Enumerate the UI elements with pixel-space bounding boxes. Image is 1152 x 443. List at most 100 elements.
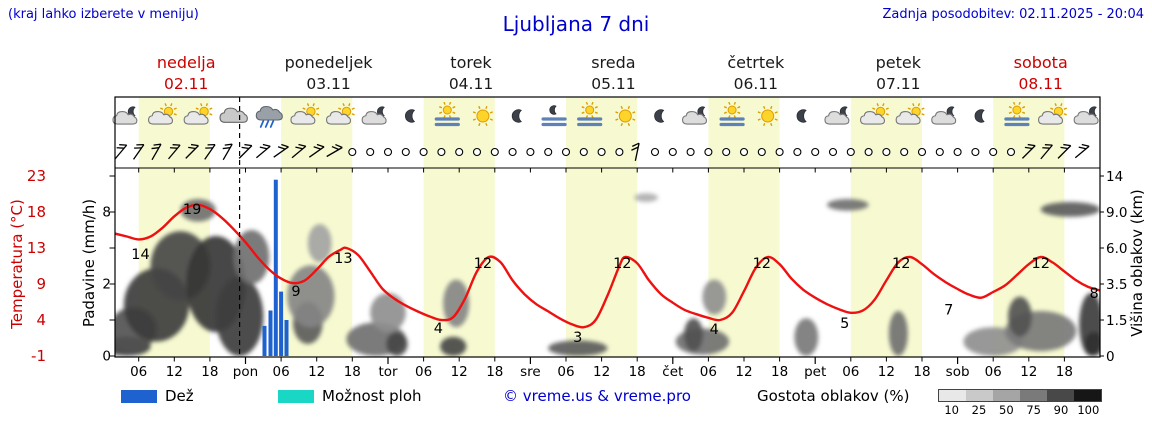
hour-label: 18 bbox=[486, 364, 503, 380]
rain-bar bbox=[284, 320, 289, 356]
wind-barb bbox=[326, 143, 343, 158]
rain-legend-label: Dež bbox=[165, 387, 194, 405]
svg-text:4: 4 bbox=[434, 321, 443, 337]
weather-icon-fog-sun bbox=[1004, 101, 1030, 127]
day-date: 04.11 bbox=[449, 75, 493, 93]
cloud-blob bbox=[548, 340, 608, 357]
svg-text:0: 0 bbox=[102, 349, 111, 365]
cloud-blob bbox=[634, 193, 658, 202]
wind-barb bbox=[291, 143, 307, 159]
weather-icon-sun bbox=[757, 105, 778, 127]
density-segment bbox=[1047, 390, 1074, 401]
weather-icon-moon-cloud bbox=[1073, 106, 1099, 125]
svg-text:12: 12 bbox=[474, 256, 492, 272]
bottom-axis: 06 12 18 pon 06 12 18 tor 06 12 18 sre 06 12 18 čet 06 12… bbox=[130, 357, 1073, 380]
copyright: © vreme.us & vreme.pro bbox=[503, 387, 691, 405]
precip-bars bbox=[262, 179, 289, 356]
rain-bar bbox=[273, 179, 278, 356]
cloud-blob bbox=[233, 230, 270, 284]
plot-frame bbox=[114, 96, 1101, 358]
day-date: 02.11 bbox=[164, 75, 208, 93]
weather-icon-sun bbox=[472, 105, 493, 127]
hour-label: 18 bbox=[629, 364, 646, 380]
svg-text:23: 23 bbox=[27, 167, 46, 185]
wind-calm-circle bbox=[757, 147, 766, 157]
svg-text:12: 12 bbox=[613, 256, 631, 272]
hour-label: 18 bbox=[344, 364, 361, 380]
wind-calm-circle bbox=[401, 147, 410, 157]
wind-calm-circle bbox=[490, 147, 499, 157]
weather-icon-sun-cloud bbox=[1037, 103, 1067, 125]
hour-label: 06 bbox=[985, 364, 1002, 380]
wind-calm-circle bbox=[650, 147, 660, 157]
wind-barb bbox=[168, 144, 181, 160]
wind-calm-circle bbox=[561, 147, 571, 157]
wind-calm-circle bbox=[455, 147, 464, 157]
svg-text:1.5: 1.5 bbox=[1106, 313, 1127, 329]
wind-calm-circle bbox=[686, 147, 695, 157]
weather-icon-moon-cloud bbox=[681, 106, 708, 125]
svg-text:13: 13 bbox=[334, 251, 352, 267]
wind-barb bbox=[185, 143, 199, 159]
wind-calm-circle bbox=[882, 147, 891, 157]
day-name: nedelja bbox=[157, 53, 216, 72]
day-date: 06.11 bbox=[734, 75, 778, 93]
svg-text:3.5: 3.5 bbox=[1106, 277, 1127, 293]
day-date: 08.11 bbox=[1019, 75, 1063, 93]
density-tick-label: 50 bbox=[999, 403, 1014, 417]
wind-barb bbox=[255, 143, 271, 159]
wind-calm-circle bbox=[828, 147, 838, 157]
day-name: sobota bbox=[1014, 53, 1068, 72]
wind-barb bbox=[308, 143, 325, 158]
weather-icon-sun-cloud bbox=[290, 103, 320, 125]
wind-barb bbox=[273, 143, 289, 158]
wind-calm-circle bbox=[739, 147, 749, 157]
wind-calm-circle bbox=[508, 147, 517, 157]
day-name: torek bbox=[450, 53, 492, 72]
wind-calm-circle bbox=[900, 147, 909, 157]
day-abbrev: pon bbox=[233, 364, 258, 380]
day-headers: nedelja 02.11 ponedeljek 03.11 torek 04.11 sre… bbox=[157, 53, 1068, 93]
weather-icon-fog-sun bbox=[719, 101, 745, 127]
weather-icon-moon bbox=[654, 109, 665, 123]
wind-calm-circle bbox=[989, 147, 998, 157]
density-tick-label: 25 bbox=[971, 403, 987, 417]
weather-icon-moon bbox=[974, 109, 985, 123]
wind-calm-circle bbox=[383, 147, 393, 157]
wind-calm-circle bbox=[615, 147, 624, 157]
day-date: 03.11 bbox=[306, 75, 350, 93]
density-segment bbox=[993, 390, 1020, 401]
rain-bar bbox=[262, 325, 267, 356]
wind-calm-circle bbox=[864, 147, 873, 157]
wind-calm-circle bbox=[793, 147, 802, 157]
density-segment bbox=[1020, 390, 1047, 401]
wind-calm-circle bbox=[953, 147, 962, 157]
rain-bar bbox=[268, 310, 273, 356]
svg-text:6.0: 6.0 bbox=[1106, 241, 1127, 257]
wind-calm-circle bbox=[917, 147, 927, 157]
weather-icon-moon-cloud bbox=[931, 106, 957, 125]
svg-text:19: 19 bbox=[183, 202, 201, 218]
wind-calm-circle bbox=[722, 147, 731, 157]
hour-label: 18 bbox=[913, 364, 930, 380]
hour-label: 06 bbox=[842, 364, 859, 380]
svg-text:14: 14 bbox=[1106, 169, 1123, 185]
cloud-blob bbox=[888, 311, 908, 356]
last-update: Zadnja posodobitev: 02.11.2025 - 20:04 bbox=[882, 7, 1144, 22]
svg-text:9.0: 9.0 bbox=[1106, 205, 1127, 221]
weather-icons bbox=[112, 101, 1099, 128]
temperature-curve bbox=[115, 203, 1100, 329]
cloud-axis-ticks: 14 9.0 6.0 3.5 1.5 0 bbox=[1106, 169, 1127, 365]
wind-calm-circle bbox=[437, 147, 446, 157]
page-title: Ljubljana 7 dni bbox=[502, 12, 650, 36]
day-abbrev: sre bbox=[520, 364, 541, 380]
day-name: petek bbox=[876, 53, 922, 72]
wind-calm-circle bbox=[526, 147, 535, 157]
wind-barb bbox=[1040, 144, 1053, 160]
hour-label: 06 bbox=[130, 364, 147, 380]
wind-calm-circle bbox=[348, 147, 357, 157]
wind-calm-circle bbox=[704, 147, 713, 157]
wind-calm-circle bbox=[579, 147, 588, 157]
